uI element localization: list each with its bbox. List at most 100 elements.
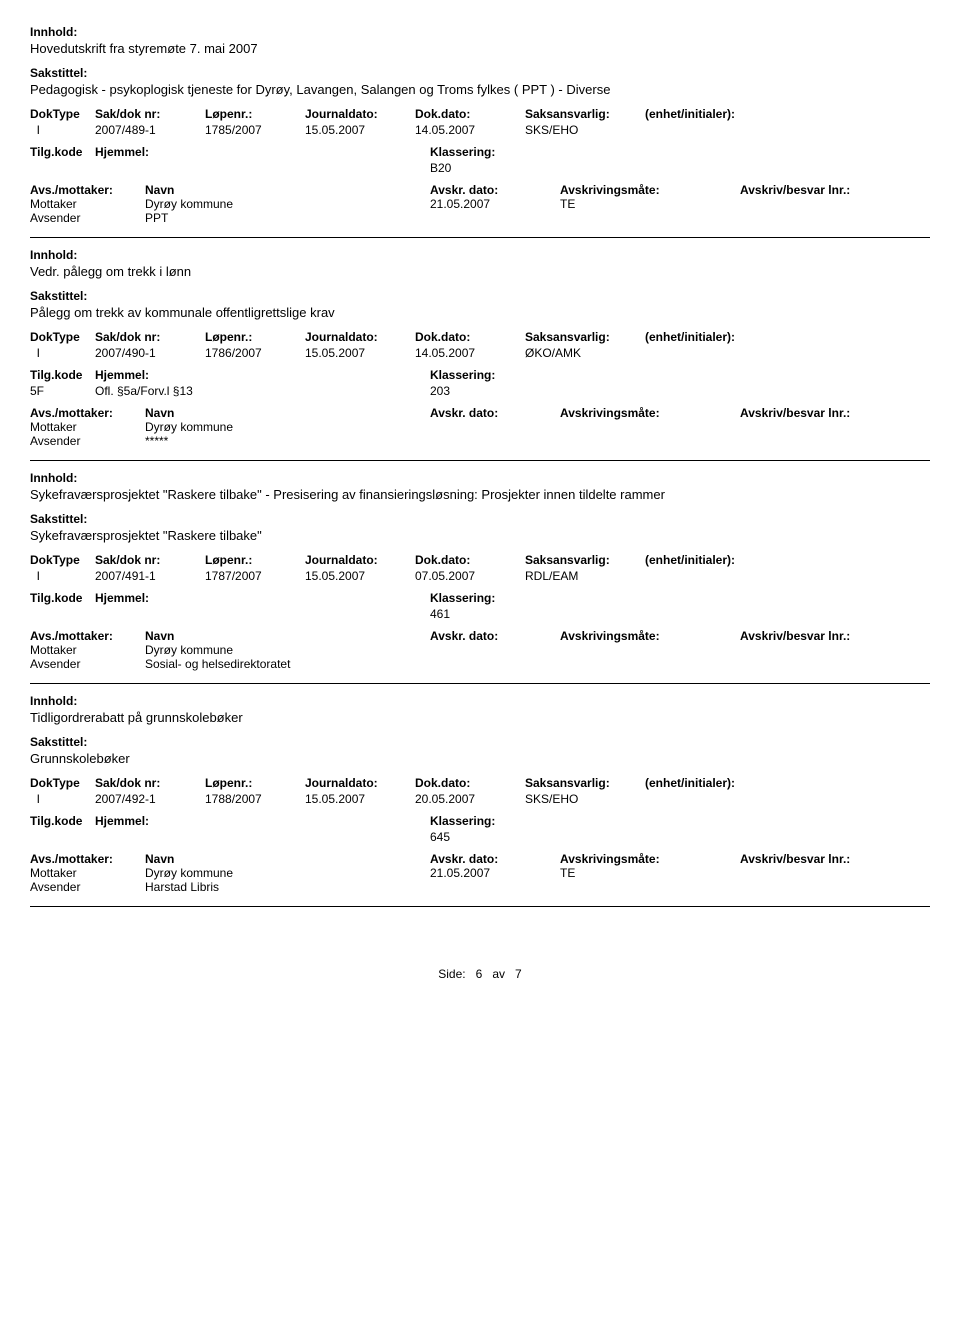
party-date bbox=[430, 643, 560, 657]
hdr-klassering: Klassering: bbox=[430, 368, 630, 382]
val-klassering: 461 bbox=[430, 607, 630, 621]
meta-headers: DokType Sak/dok nr: Løpenr.: Journaldato… bbox=[30, 776, 930, 790]
hdr-avskrivingsmate: Avskrivingsmåte: bbox=[560, 629, 740, 643]
val-dokdato: 14.05.2007 bbox=[415, 123, 525, 137]
hdr-lopenr: Løpenr.: bbox=[205, 553, 305, 567]
avs-headers: Avs./mottaker: Navn Avskr. dato: Avskriv… bbox=[30, 629, 930, 643]
party-name: Sosial- og helsedirektoratet bbox=[145, 657, 430, 671]
tilg-values: B20 bbox=[30, 161, 930, 175]
hdr-avskrivbesvar: Avskriv/besvar lnr.: bbox=[740, 406, 920, 420]
hdr-navn: Navn bbox=[145, 852, 430, 866]
hdr-dokdato: Dok.dato: bbox=[415, 330, 525, 344]
hdr-dokdato: Dok.dato: bbox=[415, 107, 525, 121]
sakstittel-label: Sakstittel: bbox=[30, 735, 930, 749]
party-role: Mottaker bbox=[30, 866, 145, 880]
record: Innhold: Tidligordrerabatt på grunnskole… bbox=[30, 694, 930, 907]
hdr-avskrivingsmate: Avskrivingsmåte: bbox=[560, 183, 740, 197]
hdr-sakdok: Sak/dok nr: bbox=[95, 107, 205, 121]
party-role: Mottaker bbox=[30, 643, 145, 657]
hdr-hjemmel: Hjemmel: bbox=[95, 368, 430, 382]
hdr-avskrivbesvar: Avskriv/besvar lnr.: bbox=[740, 183, 920, 197]
party-date bbox=[430, 657, 560, 671]
hdr-enhet: (enhet/initialer): bbox=[645, 330, 795, 344]
party-date bbox=[430, 434, 560, 448]
sakstittel-text: Sykefraværsprosjektet "Raskere tilbake" bbox=[30, 528, 930, 543]
sakstittel-text: Grunnskolebøker bbox=[30, 751, 930, 766]
record: Innhold: Sykefraværsprosjektet "Raskere … bbox=[30, 471, 930, 684]
val-sakdok: 2007/491-1 bbox=[95, 569, 205, 583]
hdr-avskrdato: Avskr. dato: bbox=[430, 629, 560, 643]
party-role: Mottaker bbox=[30, 197, 145, 211]
avs-headers: Avs./mottaker: Navn Avskr. dato: Avskriv… bbox=[30, 852, 930, 866]
val-tilgkode bbox=[30, 161, 95, 175]
val-enhet bbox=[645, 346, 795, 360]
page-footer: Side: 6 av 7 bbox=[30, 967, 930, 981]
val-doktype: I bbox=[30, 123, 95, 137]
hdr-saksansvarlig: Saksansvarlig: bbox=[525, 776, 645, 790]
av-label: av bbox=[492, 967, 505, 981]
hdr-klassering: Klassering: bbox=[430, 814, 630, 828]
hdr-hjemmel: Hjemmel: bbox=[95, 591, 430, 605]
record-divider bbox=[30, 237, 930, 238]
party-mate bbox=[560, 434, 740, 448]
hdr-avskrdato: Avskr. dato: bbox=[430, 183, 560, 197]
hdr-sakdok: Sak/dok nr: bbox=[95, 330, 205, 344]
meta-headers: DokType Sak/dok nr: Løpenr.: Journaldato… bbox=[30, 553, 930, 567]
hdr-avskrivbesvar: Avskriv/besvar lnr.: bbox=[740, 852, 920, 866]
party-mate bbox=[560, 643, 740, 657]
hdr-avsmottaker: Avs./mottaker: bbox=[30, 852, 145, 866]
party-role: Mottaker bbox=[30, 420, 145, 434]
meta-values: I 2007/491-1 1787/2007 15.05.2007 07.05.… bbox=[30, 569, 930, 583]
party-name: Dyrøy kommune bbox=[145, 643, 430, 657]
innhold-label: Innhold: bbox=[30, 248, 930, 262]
hdr-klassering: Klassering: bbox=[430, 145, 630, 159]
party-date bbox=[430, 211, 560, 225]
val-enhet bbox=[645, 569, 795, 583]
avs-headers: Avs./mottaker: Navn Avskr. dato: Avskriv… bbox=[30, 183, 930, 197]
innhold-label: Innhold: bbox=[30, 25, 930, 39]
val-lopenr: 1787/2007 bbox=[205, 569, 305, 583]
hdr-navn: Navn bbox=[145, 183, 430, 197]
hdr-avskrdato: Avskr. dato: bbox=[430, 406, 560, 420]
meta-values: I 2007/492-1 1788/2007 15.05.2007 20.05.… bbox=[30, 792, 930, 806]
hdr-avskrivbesvar: Avskriv/besvar lnr.: bbox=[740, 629, 920, 643]
val-hjemmel bbox=[95, 607, 430, 621]
party-mate: TE bbox=[560, 197, 740, 211]
hdr-klassering: Klassering: bbox=[430, 591, 630, 605]
val-doktype: I bbox=[30, 792, 95, 806]
party-row: Mottaker Dyrøy kommune bbox=[30, 643, 930, 657]
hdr-avskrivingsmate: Avskrivingsmåte: bbox=[560, 852, 740, 866]
hdr-tilgkode: Tilg.kode bbox=[30, 145, 95, 159]
party-row: Avsender PPT bbox=[30, 211, 930, 225]
val-klassering: 645 bbox=[430, 830, 630, 844]
hdr-tilgkode: Tilg.kode bbox=[30, 814, 95, 828]
val-hjemmel bbox=[95, 161, 430, 175]
tilg-values: 645 bbox=[30, 830, 930, 844]
hdr-dokdato: Dok.dato: bbox=[415, 553, 525, 567]
hdr-tilgkode: Tilg.kode bbox=[30, 368, 95, 382]
val-tilgkode: 5F bbox=[30, 384, 95, 398]
hdr-avsmottaker: Avs./mottaker: bbox=[30, 406, 145, 420]
val-doktype: I bbox=[30, 346, 95, 360]
innhold-text: Hovedutskrift fra styremøte 7. mai 2007 bbox=[30, 41, 930, 56]
tilg-headers: Tilg.kode Hjemmel: Klassering: bbox=[30, 145, 930, 159]
party-mate: TE bbox=[560, 866, 740, 880]
val-dokdato: 14.05.2007 bbox=[415, 346, 525, 360]
val-journaldato: 15.05.2007 bbox=[305, 792, 415, 806]
hdr-avsmottaker: Avs./mottaker: bbox=[30, 629, 145, 643]
innhold-text: Tidligordrerabatt på grunnskolebøker bbox=[30, 710, 930, 725]
party-row: Mottaker Dyrøy kommune 21.05.2007 TE bbox=[30, 866, 930, 880]
party-name: ***** bbox=[145, 434, 430, 448]
record-divider bbox=[30, 683, 930, 684]
party-name: Dyrøy kommune bbox=[145, 197, 430, 211]
hdr-journaldato: Journaldato: bbox=[305, 553, 415, 567]
hdr-journaldato: Journaldato: bbox=[305, 107, 415, 121]
val-lopenr: 1788/2007 bbox=[205, 792, 305, 806]
sakstittel-label: Sakstittel: bbox=[30, 66, 930, 80]
hdr-avskrdato: Avskr. dato: bbox=[430, 852, 560, 866]
hdr-saksansvarlig: Saksansvarlig: bbox=[525, 330, 645, 344]
party-date bbox=[430, 880, 560, 894]
hdr-avsmottaker: Avs./mottaker: bbox=[30, 183, 145, 197]
record: Innhold: Vedr. pålegg om trekk i lønn Sa… bbox=[30, 248, 930, 461]
val-lopenr: 1785/2007 bbox=[205, 123, 305, 137]
